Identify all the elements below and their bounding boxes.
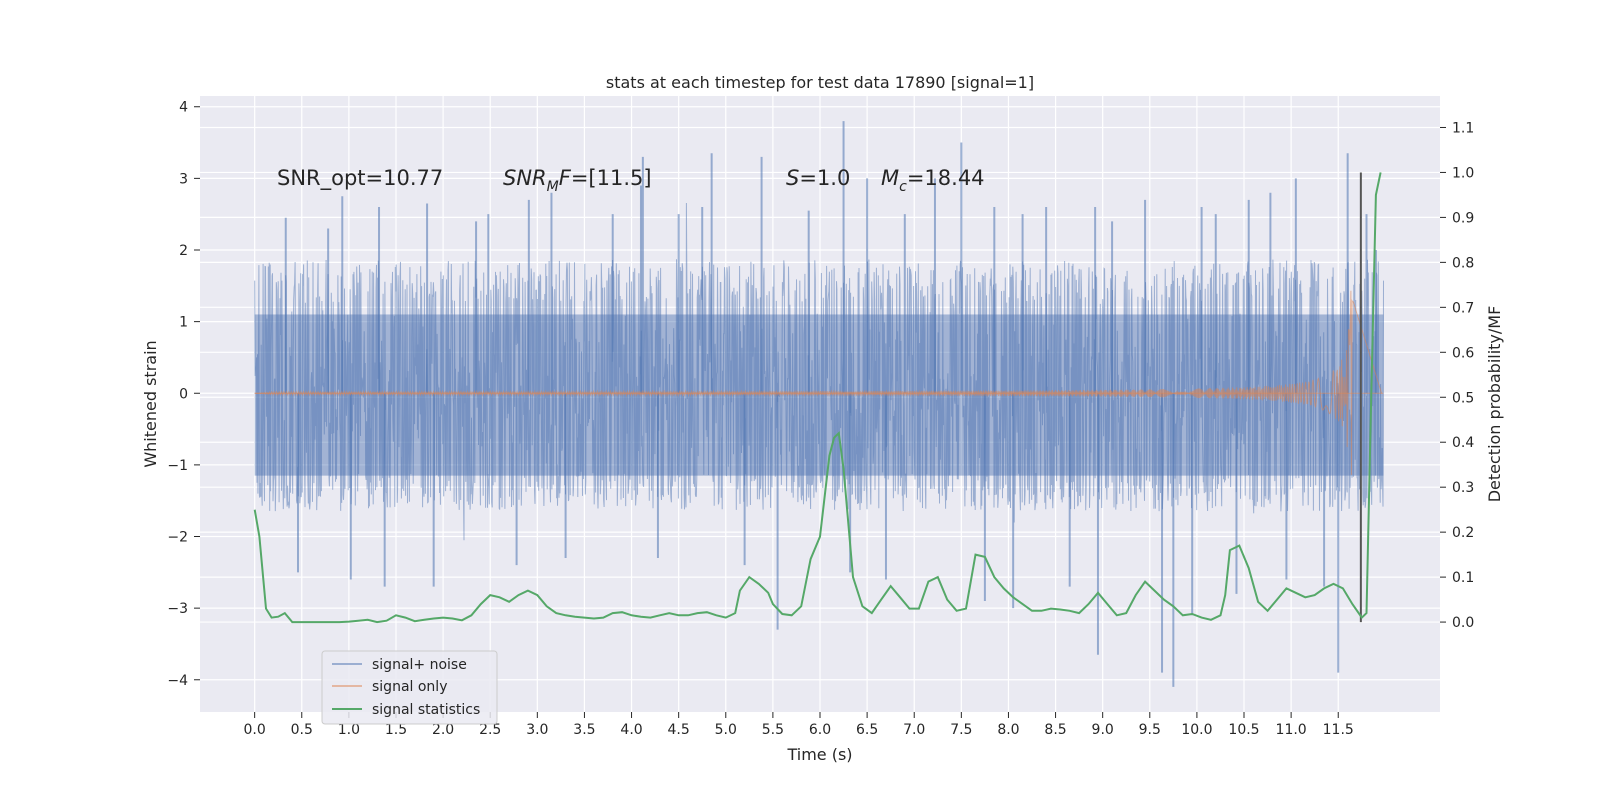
x-tick-label: 8.5 bbox=[1044, 722, 1066, 738]
y2-tick-label: 0.6 bbox=[1452, 345, 1474, 361]
annotation-snr-mf-rest: F bbox=[559, 166, 572, 190]
y2-tick-label: 0.7 bbox=[1452, 300, 1474, 316]
y2-tick-label: 0.2 bbox=[1452, 525, 1474, 541]
x-tick-label: 10.5 bbox=[1228, 722, 1259, 738]
y2-tick-label: 0.9 bbox=[1452, 210, 1474, 226]
annotation-mc-sub: c bbox=[899, 179, 907, 195]
chart-title: stats at each timestep for test data 178… bbox=[606, 73, 1034, 92]
x-tick-label: 11.5 bbox=[1323, 722, 1354, 738]
annotation-s-var: S bbox=[786, 166, 799, 190]
y-tick-label: −4 bbox=[167, 673, 188, 689]
y-axis-left: 4 3 2 1 0 −1 −2 −3 −4 bbox=[167, 100, 200, 689]
annotation-snr-mf: SNRMF=[11.5] bbox=[503, 166, 652, 195]
x-tick-label: 9.0 bbox=[1092, 722, 1114, 738]
y-axis-right: 1.1 1.0 0.9 0.8 0.7 0.6 0.5 0.4 0.3 0.2 0.1 0.0 bbox=[1440, 120, 1474, 631]
x-tick-label: 1.5 bbox=[385, 722, 407, 738]
y2-tick-label: 0.4 bbox=[1452, 435, 1474, 451]
x-tick-label: 6.0 bbox=[809, 722, 831, 738]
trace-signal-noise bbox=[254, 202, 1384, 541]
legend-label-signal-noise: signal+ noise bbox=[372, 657, 467, 673]
y2-tick-label: 1.1 bbox=[1452, 120, 1474, 136]
y-axis-label: Whitened strain bbox=[141, 340, 160, 467]
annotation-mc-var: M bbox=[881, 166, 899, 190]
annotation-snr-opt: SNR_opt=10.77 bbox=[277, 166, 443, 191]
y-tick-label: −2 bbox=[167, 530, 188, 546]
x-tick-label: 5.0 bbox=[715, 722, 737, 738]
trace-signal-statistics bbox=[253, 172, 1382, 624]
annotation-snr-mf-value: =[11.5] bbox=[571, 166, 652, 190]
x-tick-label: 3.0 bbox=[526, 722, 548, 738]
y-tick-label: 0 bbox=[179, 386, 188, 402]
x-tick-label: 10.0 bbox=[1181, 722, 1212, 738]
annotation-s-value: =1.0 bbox=[799, 166, 850, 190]
x-tick-label: 9.5 bbox=[1139, 722, 1161, 738]
annotation-snr-mf-var: SNR bbox=[503, 166, 547, 190]
x-tick-label: 3.5 bbox=[573, 722, 595, 738]
x-tick-label: 0.5 bbox=[291, 722, 313, 738]
x-tick-label: 2.0 bbox=[432, 722, 454, 738]
y2-tick-label: 0.3 bbox=[1452, 480, 1474, 496]
y-tick-label: 1 bbox=[179, 315, 188, 331]
x-tick-label: 7.0 bbox=[903, 722, 925, 738]
legend: signal+ noise signal only signal statist… bbox=[321, 650, 498, 725]
y-tick-label: −1 bbox=[167, 458, 188, 474]
x-tick-label: 8.0 bbox=[997, 722, 1019, 738]
legend-label-signal-only: signal only bbox=[372, 679, 447, 695]
y2-tick-label: 0.8 bbox=[1452, 255, 1474, 271]
trace-signal-only bbox=[254, 290, 1383, 475]
x-tick-label: 6.5 bbox=[856, 722, 878, 738]
y-tick-label: 3 bbox=[179, 171, 188, 187]
x-axis-label: Time (s) bbox=[786, 745, 852, 764]
y2-tick-label: 1.0 bbox=[1452, 165, 1474, 181]
y2-tick-label: 0.5 bbox=[1452, 390, 1474, 406]
x-axis: 0.0 0.5 1.0 1.5 2.0 2.5 3.0 3.5 4.0 4.5 5.0 5.5 6.0 6… bbox=[244, 712, 1354, 738]
annotation-snr-mf-sub: M bbox=[547, 179, 559, 195]
y-tick-label: −3 bbox=[167, 601, 188, 617]
traces bbox=[253, 121, 1384, 687]
x-tick-label: 4.5 bbox=[668, 722, 690, 738]
annotation-s: S=1.0 bbox=[786, 166, 850, 190]
x-tick-label: 5.5 bbox=[762, 722, 784, 738]
y-tick-label: 2 bbox=[179, 243, 188, 259]
x-tick-label: 2.5 bbox=[479, 722, 501, 738]
annotation-mc-value: =18.44 bbox=[907, 166, 985, 190]
x-tick-label: 7.5 bbox=[950, 722, 972, 738]
x-tick-label: 11.0 bbox=[1276, 722, 1307, 738]
y2-tick-label: 0.0 bbox=[1452, 615, 1474, 631]
x-tick-label: 4.0 bbox=[620, 722, 642, 738]
y2-axis-label: Detection probability/MF bbox=[1485, 306, 1504, 503]
annotation-mc: Mc=18.44 bbox=[881, 166, 985, 195]
legend-label-signal-statistics: signal statistics bbox=[372, 702, 480, 718]
x-tick-label: 1.0 bbox=[338, 722, 360, 738]
legend-box bbox=[321, 650, 498, 725]
y2-tick-label: 0.1 bbox=[1452, 570, 1474, 586]
y-tick-label: 4 bbox=[179, 100, 188, 116]
x-tick-label: 0.0 bbox=[244, 722, 266, 738]
